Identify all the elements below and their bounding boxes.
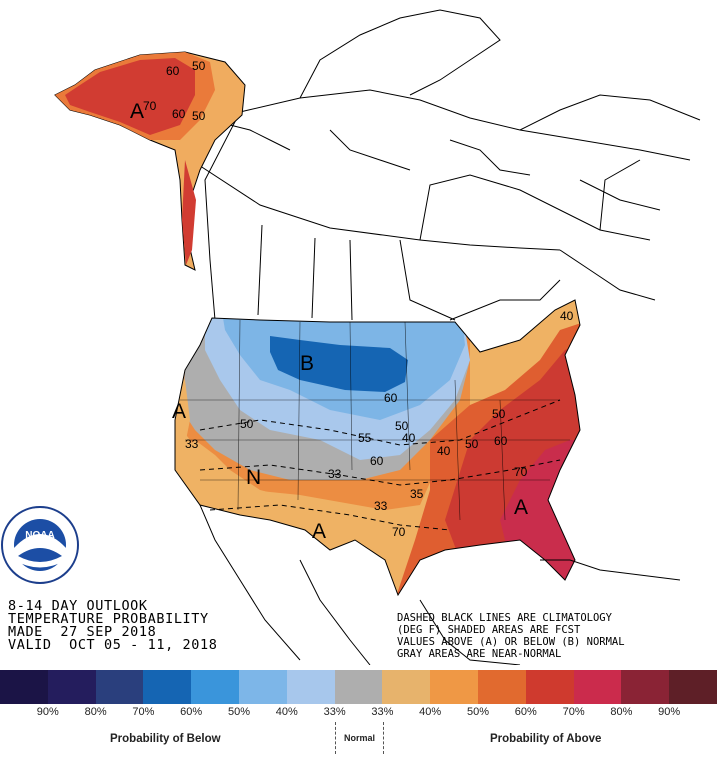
contour-label: 70: [514, 465, 528, 479]
contour-label: 40: [560, 309, 574, 323]
legend-tick-label: 60%: [514, 706, 537, 718]
contour-label: 55: [358, 431, 372, 445]
legend-swatch: [0, 670, 48, 704]
contour-label: 70: [143, 99, 157, 113]
contour-label: 50: [465, 437, 479, 451]
note-line: VALUES ABOVE (A) OR BELOW (B) NORMAL: [397, 636, 625, 648]
normal-divider-right: [383, 722, 384, 754]
contour-label: 50: [240, 417, 254, 431]
legend-tick-label: 80%: [84, 706, 107, 718]
contour-label: 70: [392, 525, 406, 539]
legend-swatch: [573, 670, 622, 704]
mexico-outline: [199, 504, 681, 665]
legend-tick-label: 70%: [132, 706, 155, 718]
legend-tick-label: 90%: [36, 706, 59, 718]
normal-divider-left: [335, 722, 336, 754]
color-legend-bar: [0, 670, 717, 704]
contour-label: 33: [328, 467, 342, 481]
southeast-above-letter: A: [514, 496, 528, 519]
normal-caption: Normal: [344, 733, 376, 743]
contour-label: 40: [402, 431, 416, 445]
below-caption: Probability of Below: [110, 733, 221, 745]
alaska-above-letter: A: [130, 100, 144, 123]
legend-swatch: [382, 670, 431, 704]
legend-swatch: [669, 670, 717, 704]
legend-tick-label: 33%: [371, 706, 394, 718]
canada-borders: [187, 9, 701, 321]
legend-swatch: [334, 670, 383, 704]
legend-tick-labels: 90% 80% 70% 60% 50% 40% 33% 33% 40% 50% 60% 70% 80% 9…: [0, 706, 717, 720]
legend-tick-label: 33%: [323, 706, 346, 718]
contour-label: 60: [166, 64, 180, 78]
legend-tick-label: 70%: [562, 706, 585, 718]
legend-tick-label: 50%: [466, 706, 490, 718]
note-line: (DEG F) SHADED AREAS ARE FCST: [397, 624, 581, 636]
legend-swatch: [525, 670, 574, 704]
contour-label: 33: [185, 437, 199, 451]
legend-tick-label: 50%: [227, 706, 251, 718]
contour-label: 60: [370, 454, 384, 468]
legend-swatch: [286, 670, 335, 704]
southwest-above-letter: A: [312, 520, 326, 543]
legend-tick-label: 80%: [610, 706, 633, 718]
title-line: VALID OCT 05 - 11, 2018: [8, 637, 218, 653]
legend-tick-label: 90%: [658, 706, 681, 718]
legend-swatch: [95, 670, 144, 704]
legend-swatch: [621, 670, 670, 704]
contour-label: 50: [395, 419, 409, 433]
legend-swatch: [477, 670, 526, 704]
contour-label: 50: [492, 407, 506, 421]
contour-label: 60: [172, 107, 186, 121]
contour-label: 50: [192, 109, 206, 123]
legend-swatch: [238, 670, 287, 704]
noaa-logo: NOAA: [1, 506, 79, 584]
legend-swatch: [191, 670, 239, 704]
title-line: MADE 27 SEP 2018: [8, 624, 157, 640]
legend-tick-label: 60%: [180, 706, 203, 718]
above-caption: Probability of Above: [490, 733, 602, 745]
legend-tick-label: 40%: [275, 706, 298, 718]
contour-label: 60: [494, 434, 508, 448]
conus-region: B A N A A 60 50 33 50 55 40 60 50 40 50 …: [172, 299, 581, 597]
contour-label: 35: [410, 487, 424, 501]
note-line: DASHED BLACK LINES ARE CLIMATOLOGY: [397, 612, 612, 624]
contour-label: 33: [374, 499, 388, 513]
contour-label: 40: [437, 444, 451, 458]
west-above-letter: A: [172, 400, 186, 423]
contour-label: 50: [192, 59, 206, 73]
normal-letter: N: [246, 466, 261, 489]
title-line: 8-14 DAY OUTLOOK: [8, 598, 148, 614]
legend-swatch: [47, 670, 96, 704]
legend-notes: DASHED BLACK LINES ARE CLIMATOLOGY (DEG F…: [397, 612, 625, 660]
legend-swatch: [143, 670, 192, 704]
title-line: TEMPERATURE PROBABILITY: [8, 611, 209, 627]
outlook-title: 8-14 DAY OUTLOOK TEMPERATURE PROBABILITY M…: [8, 598, 218, 653]
legend-swatch: [430, 670, 478, 704]
contour-label: 60: [384, 391, 398, 405]
note-line: GRAY AREAS ARE NEAR-NORMAL: [397, 648, 562, 660]
legend-tick-label: 40%: [419, 706, 442, 718]
alaska-region: A 60 50 70 60 50: [54, 51, 246, 271]
below-letter: B: [300, 352, 314, 375]
noaa-logo-text: NOAA: [25, 530, 54, 541]
outlook-map: A 60 50 70 60 50: [1, 9, 701, 665]
